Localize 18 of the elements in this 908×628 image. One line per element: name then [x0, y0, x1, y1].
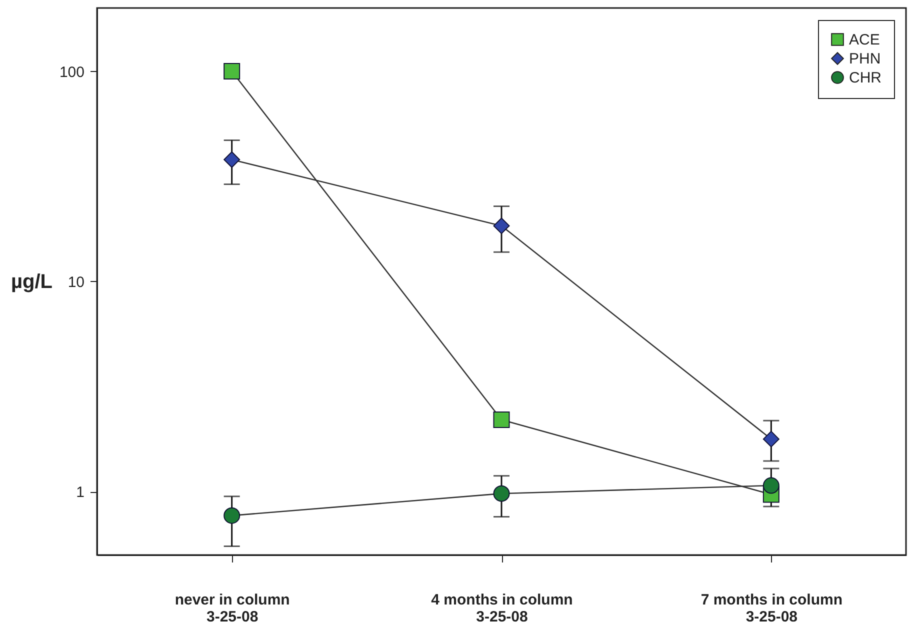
point — [493, 218, 510, 234]
point — [224, 63, 240, 80]
legend-label: ACE — [849, 32, 880, 48]
legend-label: PHN — [849, 50, 881, 68]
point — [493, 485, 510, 502]
legend-label: CHR — [849, 70, 882, 86]
point — [762, 477, 780, 494]
point — [224, 507, 240, 524]
x-tick-label: 4 months in column 3-25-08 — [431, 592, 573, 626]
y-tick-label: 1 — [76, 484, 84, 502]
point — [493, 411, 510, 428]
point — [224, 151, 240, 168]
y-tick-label: 100 — [59, 64, 84, 81]
x-tick-label: 7 months in column 3-25-08 — [700, 592, 843, 626]
y-tick-label: 10 — [68, 274, 84, 291]
x-tick-label: never in column 3-25-08 — [174, 592, 290, 626]
y-axis-title: µg/L — [10, 271, 52, 293]
point — [762, 430, 780, 448]
